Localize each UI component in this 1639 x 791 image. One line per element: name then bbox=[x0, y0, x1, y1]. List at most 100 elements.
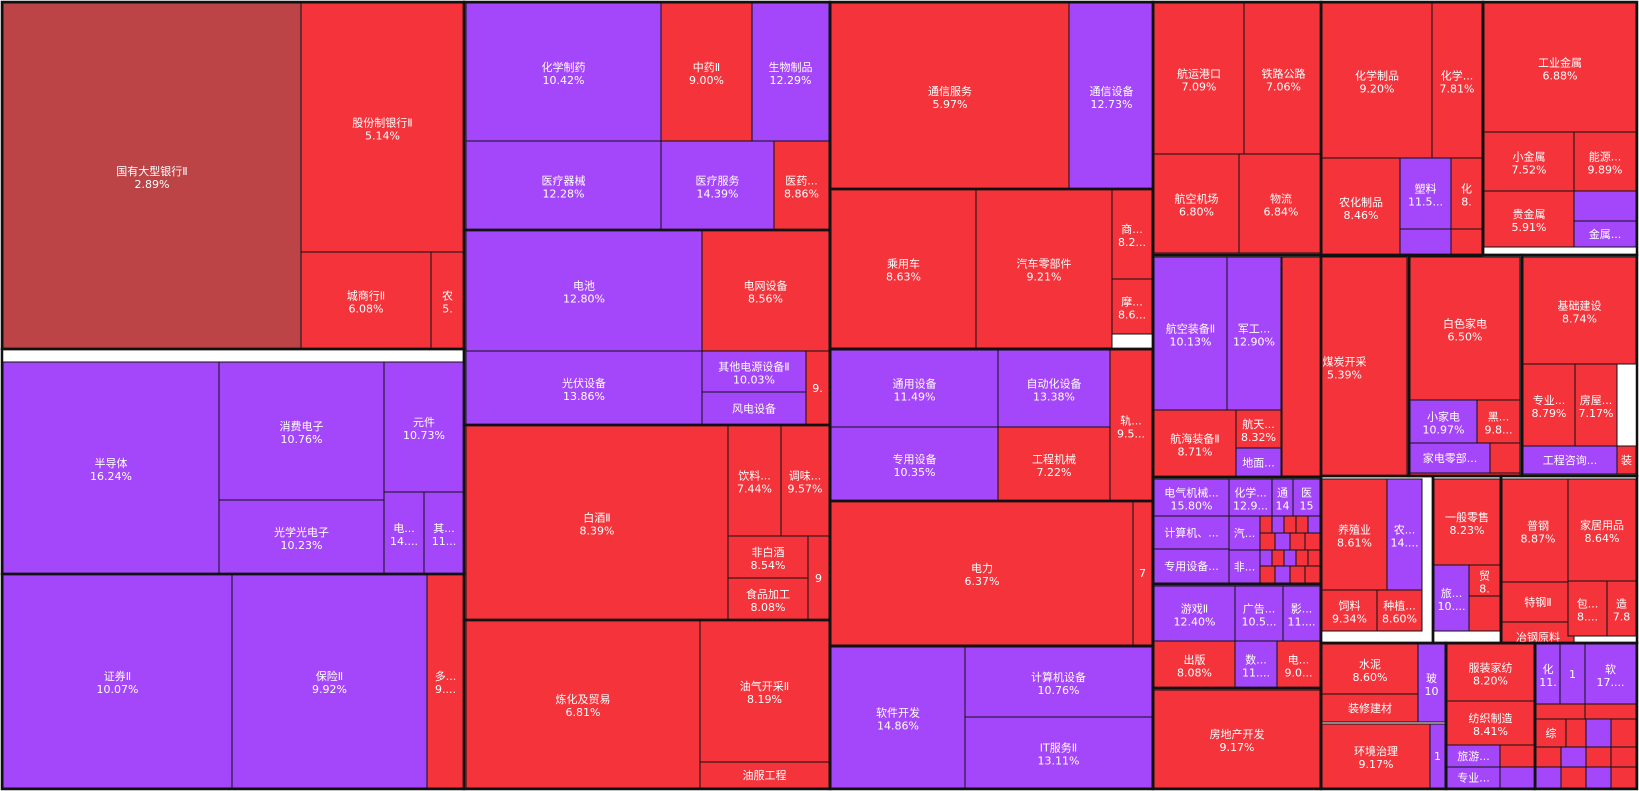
treemap-cell-种植[interactable]: 种植...8.60% bbox=[1376, 589, 1423, 632]
treemap-minor-tile[interactable] bbox=[1610, 746, 1637, 768]
treemap-cell-其[interactable]: 其...11... bbox=[423, 491, 465, 575]
treemap-cell-软[interactable]: 软17.... bbox=[1584, 643, 1637, 705]
treemap-cell-普钢[interactable]: 普钢8.87% bbox=[1501, 478, 1575, 583]
treemap-cell-农[interactable]: 农5. bbox=[430, 251, 465, 350]
treemap-tile[interactable] bbox=[1243, 2, 1324, 155]
treemap-minor-tile[interactable] bbox=[1535, 746, 1562, 768]
treemap-tile[interactable] bbox=[1409, 442, 1491, 474]
treemap-cell-特钢[interactable]: 特钢Ⅱ bbox=[1501, 581, 1575, 623]
treemap-minor-tile[interactable] bbox=[1610, 718, 1637, 748]
treemap-tile[interactable] bbox=[1559, 643, 1586, 705]
treemap-minor-tile[interactable] bbox=[1399, 228, 1452, 257]
treemap-minor-tile[interactable] bbox=[1560, 766, 1587, 789]
treemap-cell-装[interactable]: 装 bbox=[1616, 445, 1637, 475]
treemap-cell-能源[interactable]: 能源...9.89% bbox=[1573, 131, 1637, 192]
treemap-tile[interactable] bbox=[1522, 256, 1637, 365]
treemap-cell-7[interactable]: 7 bbox=[1132, 500, 1153, 646]
treemap-tile[interactable] bbox=[1228, 515, 1261, 551]
treemap-tile[interactable] bbox=[430, 251, 465, 350]
treemap-minor-tile[interactable] bbox=[1271, 515, 1285, 534]
treemap-tile[interactable] bbox=[1153, 689, 1321, 789]
treemap-tile[interactable] bbox=[1522, 445, 1618, 475]
treemap-tile[interactable] bbox=[830, 426, 999, 502]
treemap-cell-综[interactable]: 综 bbox=[1535, 718, 1567, 748]
treemap-tile[interactable] bbox=[465, 140, 662, 231]
treemap-tile[interactable] bbox=[218, 499, 385, 575]
treemap-tile[interactable] bbox=[1476, 399, 1521, 444]
treemap-minor-tile[interactable] bbox=[1283, 515, 1297, 534]
treemap-cell-9[interactable]: 9. bbox=[805, 350, 830, 426]
treemap-minor-tile[interactable] bbox=[1289, 565, 1306, 584]
treemap-cell-电气机械[interactable]: 电气机械...15.80% bbox=[1153, 478, 1230, 517]
treemap-cell-1[interactable]: 1 bbox=[1429, 723, 1446, 789]
treemap-cell-专用设备[interactable]: 专用设备... bbox=[1153, 548, 1230, 584]
treemap-cell-摩[interactable]: 摩...8.6... bbox=[1111, 278, 1153, 335]
treemap-tile[interactable] bbox=[1450, 157, 1483, 230]
treemap-tile[interactable] bbox=[1228, 478, 1273, 517]
treemap-cell-农[interactable]: 农...14.... bbox=[1386, 478, 1423, 591]
treemap-tile[interactable] bbox=[1292, 478, 1321, 517]
treemap-tile[interactable] bbox=[1376, 589, 1423, 632]
treemap-tile[interactable] bbox=[1409, 256, 1521, 401]
treemap-minor-tile[interactable] bbox=[1304, 532, 1321, 551]
treemap-minor-tile[interactable] bbox=[1274, 532, 1291, 551]
treemap-tile[interactable] bbox=[1235, 409, 1282, 449]
treemap-cell-风电设备[interactable]: 风电设备 bbox=[701, 391, 807, 426]
treemap-minor-tile[interactable] bbox=[1307, 515, 1321, 534]
treemap-tile[interactable] bbox=[1276, 640, 1321, 689]
treemap-tile[interactable] bbox=[701, 229, 830, 352]
treemap-minor-tile[interactable] bbox=[1259, 515, 1273, 534]
treemap-tile[interactable] bbox=[465, 2, 662, 142]
treemap-tile[interactable] bbox=[1282, 585, 1321, 642]
treemap-tile[interactable] bbox=[701, 391, 807, 426]
treemap-tile[interactable] bbox=[1321, 2, 1433, 159]
treemap-minor-tile[interactable] bbox=[1535, 766, 1562, 789]
treemap-cell-9[interactable]: 9 bbox=[807, 535, 830, 621]
treemap-minor-tile[interactable] bbox=[1585, 746, 1612, 768]
treemap-tile[interactable] bbox=[2, 361, 220, 575]
treemap-tile[interactable] bbox=[1153, 2, 1245, 155]
treemap-minor-tile[interactable] bbox=[1295, 549, 1309, 567]
treemap-minor-tile[interactable] bbox=[1259, 565, 1276, 584]
treemap-cell-航天[interactable]: 航天...8.32% bbox=[1235, 409, 1282, 449]
treemap-cell-电[interactable]: 电...14.... bbox=[383, 491, 425, 575]
treemap-cell-通[interactable]: 通14 bbox=[1271, 478, 1294, 517]
treemap-minor-tile[interactable] bbox=[1573, 190, 1637, 222]
treemap-tile[interactable] bbox=[830, 188, 977, 349]
treemap-tile[interactable] bbox=[1584, 643, 1637, 705]
treemap-tile[interactable] bbox=[231, 573, 428, 789]
treemap-cell-广告[interactable]: 广告...10.5... bbox=[1234, 585, 1284, 642]
treemap-minor-tile[interactable] bbox=[1289, 532, 1306, 551]
treemap-cell-医[interactable]: 医15 bbox=[1292, 478, 1321, 517]
treemap-minor-tile[interactable] bbox=[1274, 565, 1291, 584]
treemap-minor-tile[interactable] bbox=[1450, 228, 1483, 257]
treemap-tile[interactable] bbox=[465, 424, 729, 621]
